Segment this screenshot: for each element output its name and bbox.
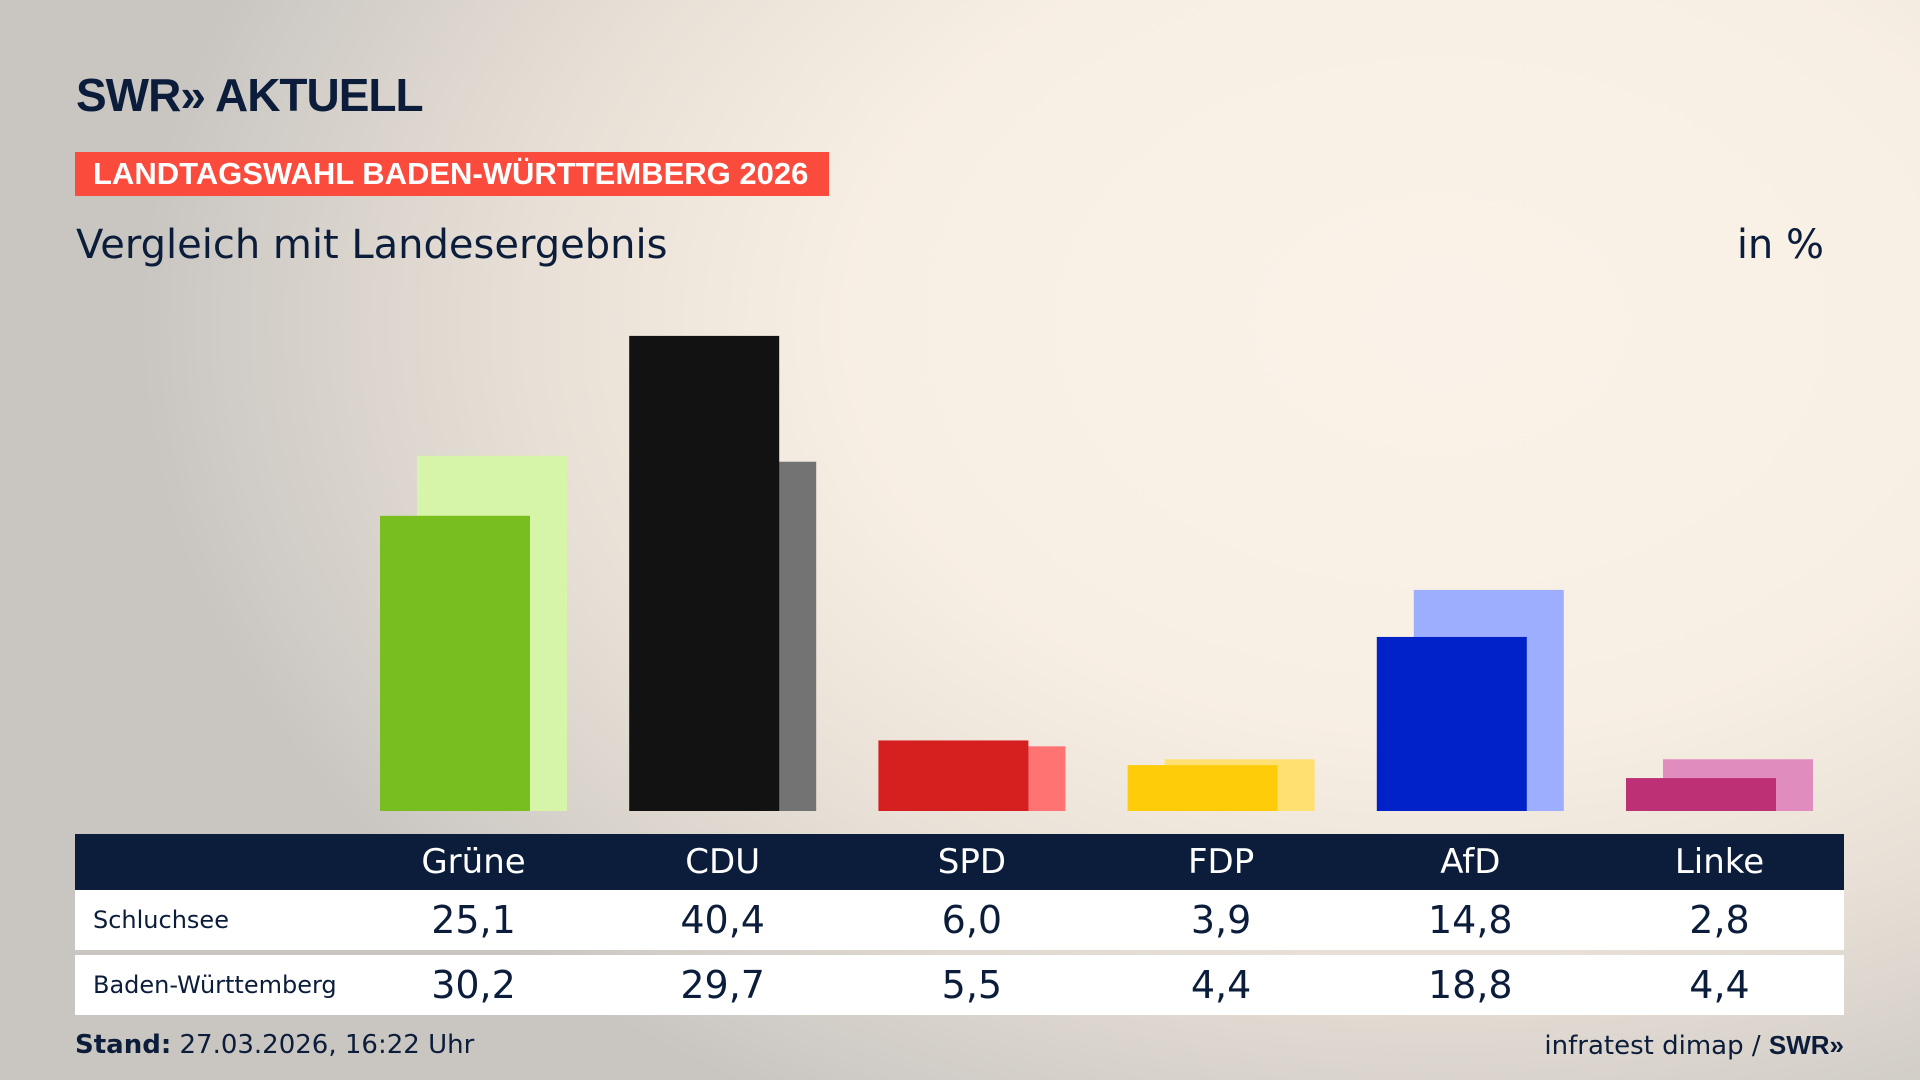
swr-logo: SWR»	[1768, 1030, 1844, 1060]
source-text: infratest dimap /	[1544, 1031, 1769, 1061]
source: infratest dimap / SWR»	[1544, 1030, 1844, 1061]
table-row: Baden-Württemberg 30,2 29,7 5,5 4,4 18,8 4,4	[75, 955, 1844, 1015]
bar-fdp-local	[1127, 765, 1278, 811]
column-header: AfD	[1440, 842, 1501, 882]
column-header: CDU	[685, 842, 761, 882]
chart-subtitle: Vergleich mit Landesergebnis	[76, 222, 668, 268]
value-cell: 40,4	[680, 898, 765, 942]
value-cell: 30,2	[431, 963, 516, 1007]
value-cell: 18,8	[1427, 963, 1513, 1007]
swr-aktuell-logo: SWR» AKTUELL	[76, 69, 424, 121]
election-banner: LANDTAGSWAHL BADEN-WÜRTTEMBERG 2026	[75, 152, 829, 196]
bar-grüne-local	[380, 515, 530, 811]
bar-chart	[380, 335, 1813, 811]
table-header: Grüne CDU SPD FDP AfD Linke	[75, 834, 1844, 890]
column-header: FDP	[1187, 842, 1255, 882]
row-label: Schluchsee	[93, 906, 229, 934]
value-cell: 14,8	[1427, 898, 1513, 942]
column-header: SPD	[937, 842, 1007, 882]
value-cell: 2,8	[1689, 898, 1750, 942]
table-row: Schluchsee 25,1 40,4 6,0 3,9 14,8 2,8	[75, 890, 1844, 950]
stand-label: Stand:	[75, 1030, 172, 1060]
bar-cdu-local	[629, 335, 780, 811]
bar-linke-local	[1626, 778, 1776, 811]
value-cell: 25,1	[431, 898, 516, 942]
value-cell: 29,7	[680, 963, 765, 1007]
unit-label: in %	[1736, 222, 1824, 268]
row-label: Baden-Württemberg	[93, 971, 337, 999]
value-cell: 6,0	[941, 898, 1003, 942]
value-cell: 4,4	[1689, 963, 1750, 1007]
bar-spd-local	[878, 740, 1029, 811]
value-cell: 4,4	[1190, 963, 1252, 1007]
timestamp: Stand: 27.03.2026, 16:22 Uhr	[75, 1030, 474, 1060]
bar-afd-local	[1376, 636, 1527, 811]
value-cell: 3,9	[1190, 898, 1252, 942]
stand-value: 27.03.2026, 16:22 Uhr	[179, 1030, 475, 1060]
column-header: Grüne	[421, 842, 526, 882]
value-cell: 5,5	[941, 963, 1003, 1007]
column-header: Linke	[1674, 842, 1765, 882]
